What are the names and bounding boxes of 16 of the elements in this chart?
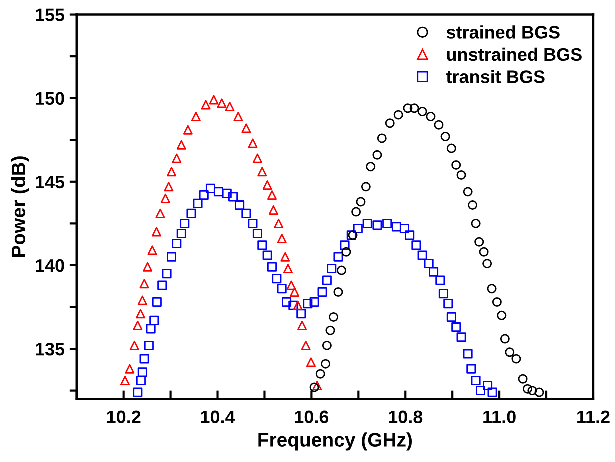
- y-axis-title: Power (dB): [11, 156, 30, 257]
- legend-label: unstrained BGS: [447, 48, 582, 62]
- legend-label: strained BGS: [446, 26, 560, 39]
- x-tick-label: 10.6: [295, 410, 329, 424]
- y-tick-label: 155: [36, 8, 65, 22]
- y-tick-label: 145: [36, 176, 65, 189]
- x-tick-label: 10.2: [107, 410, 141, 424]
- legend-label: transit BGS: [446, 70, 545, 84]
- x-tick-label: 11.2: [578, 410, 610, 424]
- x-tick-label: 10.8: [389, 410, 423, 424]
- y-tick-label: 150: [36, 92, 64, 106]
- y-tick-label: 140: [36, 259, 64, 272]
- x-axis-title: Frequency (GHz): [258, 432, 412, 451]
- x-tick-label: 10.4: [201, 410, 236, 424]
- x-tick-label: 11.0: [484, 410, 516, 424]
- y-tick-label: 135: [36, 342, 65, 356]
